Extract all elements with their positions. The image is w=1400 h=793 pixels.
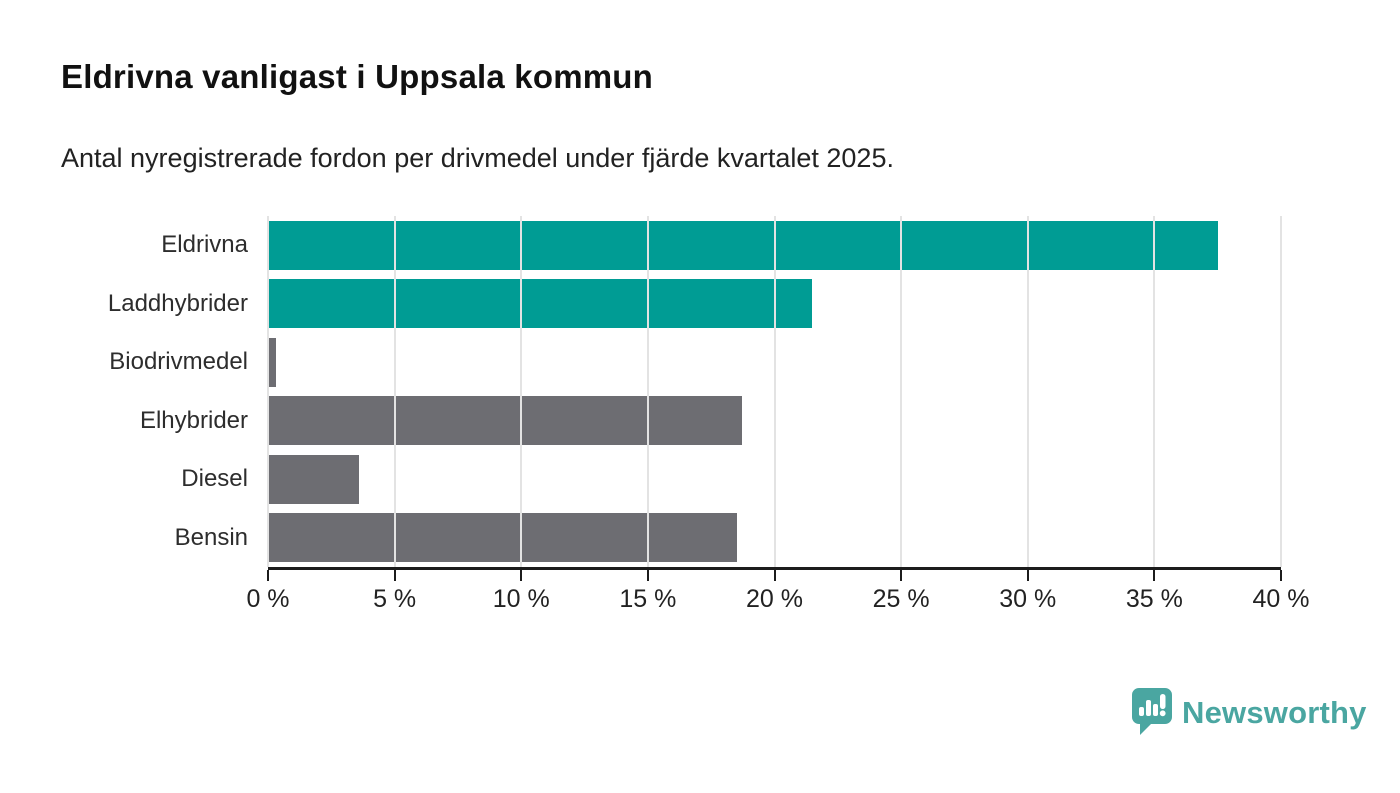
grid-line xyxy=(1153,216,1156,567)
bar-row xyxy=(268,216,1281,275)
axis-tick xyxy=(773,570,776,581)
x-axis-tick-labels: 0 % 5 % 10 % 15 % 20 % 25 % 30 % 35 % 40 % xyxy=(246,585,1309,619)
bar-laddhybrider xyxy=(268,279,813,329)
grid-line xyxy=(1280,216,1282,567)
bar-row xyxy=(268,450,1281,509)
bar-biodrivmedel xyxy=(268,337,276,387)
x-axis-tick-label: 40 % xyxy=(1252,585,1310,613)
x-axis-tick-label: 15 % xyxy=(619,585,677,613)
grid-line xyxy=(393,216,396,567)
axis-tick xyxy=(1026,570,1029,581)
plot-area xyxy=(267,216,1282,581)
x-axis-tick-label: 35 % xyxy=(1125,585,1183,613)
axis-tick xyxy=(520,570,523,581)
x-axis-tick-label: 30 % xyxy=(999,585,1057,613)
page-title: Eldrivna vanligast i Uppsala kommun xyxy=(61,58,653,95)
x-axis-tick-label: 10 % xyxy=(492,585,550,613)
bar-elhybrider xyxy=(268,396,742,446)
y-axis-label: Bensin xyxy=(174,523,248,551)
y-axis-label: Diesel xyxy=(181,465,248,493)
grid-line xyxy=(520,216,523,567)
axis-tick xyxy=(393,570,396,581)
axis-tick xyxy=(267,570,269,581)
y-axis-label: Eldrivna xyxy=(161,231,248,259)
axis-tick xyxy=(1153,570,1156,581)
grid-line xyxy=(1026,216,1029,567)
bar-rows xyxy=(268,216,1281,567)
axis-tick xyxy=(646,570,649,581)
bar-eldrivna xyxy=(268,220,1218,270)
bar-bensin xyxy=(268,513,737,563)
bar-row xyxy=(268,275,1281,334)
x-axis-tick-label: 25 % xyxy=(872,585,930,613)
y-axis-label: Biodrivmedel xyxy=(109,348,248,376)
y-axis-label: Laddhybrider xyxy=(107,289,248,317)
bar-row xyxy=(268,392,1281,451)
grid-line xyxy=(267,216,269,567)
newsworthy-logo: Newsworthy xyxy=(1131,687,1367,738)
y-axis-label: Elhybrider xyxy=(139,406,248,434)
y-axis-labels: Eldrivna Laddhybrider Biodrivmedel Elhybrid… xyxy=(0,216,248,567)
axis-tick xyxy=(900,570,903,581)
axis-tick xyxy=(1280,570,1282,581)
grid-line xyxy=(900,216,903,567)
chart-subtitle: Antal nyregistrerade fordon per drivmede… xyxy=(61,143,894,173)
bar-diesel xyxy=(268,454,360,504)
bar-row xyxy=(268,509,1281,568)
newsworthy-logo-text: Newsworthy xyxy=(1182,694,1367,730)
x-axis-tick-label: 5 % xyxy=(373,585,417,613)
grid-line xyxy=(773,216,776,567)
bar-row xyxy=(268,333,1281,392)
x-axis-tick-label: 20 % xyxy=(746,585,803,613)
x-axis-tick-label: 0 % xyxy=(246,585,290,613)
newsworthy-logo-icon xyxy=(1131,687,1173,738)
grid-line xyxy=(646,216,649,567)
